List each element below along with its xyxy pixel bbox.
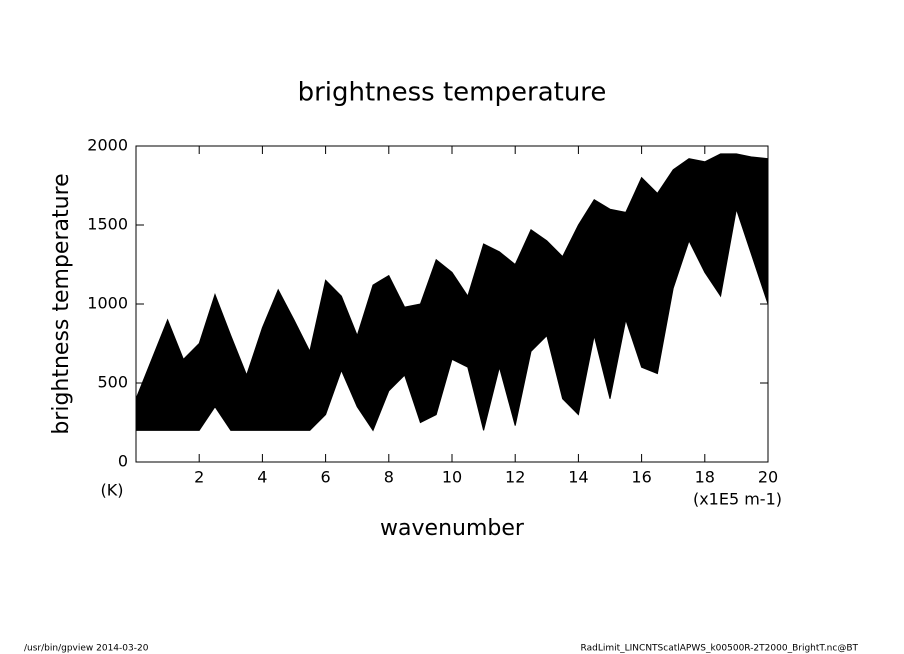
- x-tick-label: 18: [695, 468, 715, 487]
- y-tick-label: 0: [118, 452, 128, 471]
- x-tick-label: 16: [631, 468, 651, 487]
- x-tick-label: 12: [505, 468, 525, 487]
- x-tick-label: 10: [442, 468, 462, 487]
- x-tick-label: 8: [384, 468, 394, 487]
- y-tick-label: 1000: [87, 294, 128, 313]
- x-tick-label: 4: [257, 468, 267, 487]
- x-tick-label: 20: [758, 468, 778, 487]
- chart-title: brightness temperature: [298, 78, 607, 108]
- x-tick-label: 2: [194, 468, 204, 487]
- range-area: [135, 153, 769, 432]
- footer-left: /usr/bin/gpview 2014-03-20: [24, 644, 149, 654]
- y-tick-label: 1500: [87, 215, 128, 234]
- x-tick-label: 6: [321, 468, 331, 487]
- y-tick-label: 2000: [87, 136, 128, 155]
- footer-right: RadLimit_LINCNTScatlAPWS_k00500R-2T2000_…: [581, 644, 859, 654]
- x-unit: (x1E5 m-1): [693, 490, 782, 509]
- y-tick-label: 500: [97, 373, 128, 392]
- x-axis-label: wavenumber: [380, 516, 525, 541]
- y-unit: (K): [101, 481, 124, 500]
- x-tick-label: 14: [568, 468, 588, 487]
- y-axis-label: brightness temperature: [49, 173, 74, 434]
